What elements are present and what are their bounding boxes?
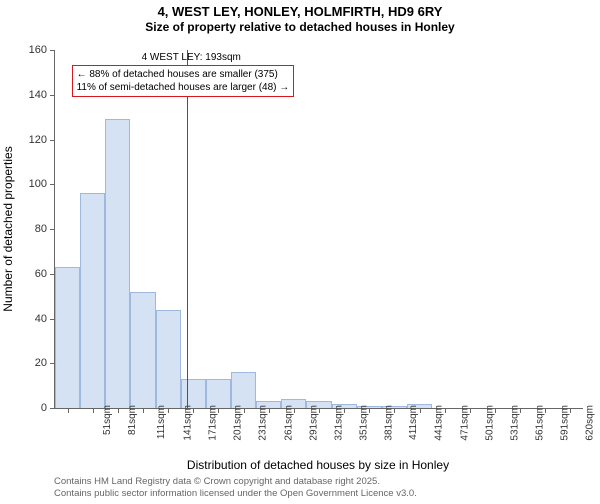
y-tick-label: 20	[35, 357, 47, 369]
x-tick-label: 201sqm	[233, 405, 244, 441]
x-axis-title: Distribution of detached houses by size …	[54, 458, 582, 472]
x-tick-label: 111sqm	[156, 405, 167, 439]
footer-attribution: Contains HM Land Registry data © Crown c…	[54, 476, 417, 500]
histogram-bar	[130, 292, 155, 408]
x-tick-label: 321sqm	[333, 405, 344, 441]
histogram-bar	[105, 119, 130, 408]
y-tick	[50, 140, 55, 141]
histogram-bar	[156, 310, 181, 408]
x-tick-label: 381sqm	[384, 405, 395, 441]
footer-line-2: Contains public sector information licen…	[54, 488, 417, 500]
x-tick	[218, 408, 219, 413]
plot-area: 02040608010012014016051sqm81sqm111sqm141…	[54, 50, 583, 409]
x-tick-label: 81sqm	[127, 405, 138, 435]
histogram-bar	[231, 372, 256, 408]
x-tick	[193, 408, 194, 413]
y-tick-label: 160	[29, 44, 47, 56]
x-tick-label: 291sqm	[308, 405, 319, 441]
x-tick-label: 531sqm	[509, 405, 520, 441]
y-tick	[50, 95, 55, 96]
x-tick-label: 141sqm	[183, 405, 194, 441]
x-tick	[369, 408, 370, 413]
histogram-bar	[181, 379, 206, 408]
x-tick-label: 591sqm	[560, 405, 571, 441]
x-tick-label: 620sqm	[585, 405, 596, 441]
y-tick	[50, 184, 55, 185]
x-tick	[445, 408, 446, 413]
annotation-box: ← 88% of detached houses are smaller (37…	[72, 65, 295, 97]
x-tick-label: 561sqm	[535, 405, 546, 441]
x-tick	[269, 408, 270, 413]
x-tick-label: 51sqm	[102, 405, 113, 435]
y-tick-label: 120	[29, 134, 47, 146]
x-tick	[143, 408, 144, 413]
y-tick-label: 140	[29, 89, 47, 101]
histogram-bar	[206, 379, 231, 408]
annotation-line-2: 11% of semi-detached houses are larger (…	[77, 81, 290, 94]
x-tick-label: 231sqm	[258, 405, 269, 441]
y-tick-label: 80	[35, 223, 47, 235]
x-tick-label: 171sqm	[208, 405, 219, 441]
y-tick	[50, 229, 55, 230]
y-tick	[50, 50, 55, 51]
x-tick-label: 351sqm	[359, 405, 370, 441]
x-tick	[470, 408, 471, 413]
histogram-bar	[55, 267, 80, 408]
chart-title-sub: Size of property relative to detached ho…	[0, 20, 600, 34]
x-tick	[93, 408, 94, 413]
x-tick	[570, 408, 571, 413]
chart-title-main: 4, WEST LEY, HONLEY, HOLMFIRTH, HD9 6RY	[0, 4, 600, 19]
x-tick	[294, 408, 295, 413]
y-tick-label: 60	[35, 268, 47, 280]
footer-line-1: Contains HM Land Registry data © Crown c…	[54, 476, 417, 488]
x-tick	[545, 408, 546, 413]
x-tick-label: 471sqm	[459, 405, 470, 441]
x-tick	[420, 408, 421, 413]
x-tick-label: 261sqm	[283, 405, 294, 441]
x-tick	[244, 408, 245, 413]
x-tick-label: 411sqm	[408, 405, 419, 440]
annotation-title: 4 WEST LEY: 193sqm	[142, 52, 241, 63]
x-tick	[520, 408, 521, 413]
annotation-line-1: ← 88% of detached houses are smaller (37…	[77, 68, 290, 81]
x-tick-label: 441sqm	[434, 405, 445, 441]
y-tick-label: 40	[35, 313, 47, 325]
x-tick-label: 501sqm	[484, 405, 495, 441]
x-tick	[319, 408, 320, 413]
x-tick	[168, 408, 169, 413]
x-tick	[118, 408, 119, 413]
y-tick	[50, 408, 55, 409]
y-tick-label: 0	[41, 402, 47, 414]
reference-line	[187, 50, 188, 408]
chart-container: 4, WEST LEY, HONLEY, HOLMFIRTH, HD9 6RY …	[0, 4, 600, 504]
y-tick-label: 100	[29, 178, 47, 190]
y-axis-title: Number of detached properties	[1, 146, 15, 311]
x-tick	[68, 408, 69, 413]
histogram-bar	[80, 193, 105, 408]
x-tick	[495, 408, 496, 413]
x-tick	[394, 408, 395, 413]
x-tick	[344, 408, 345, 413]
